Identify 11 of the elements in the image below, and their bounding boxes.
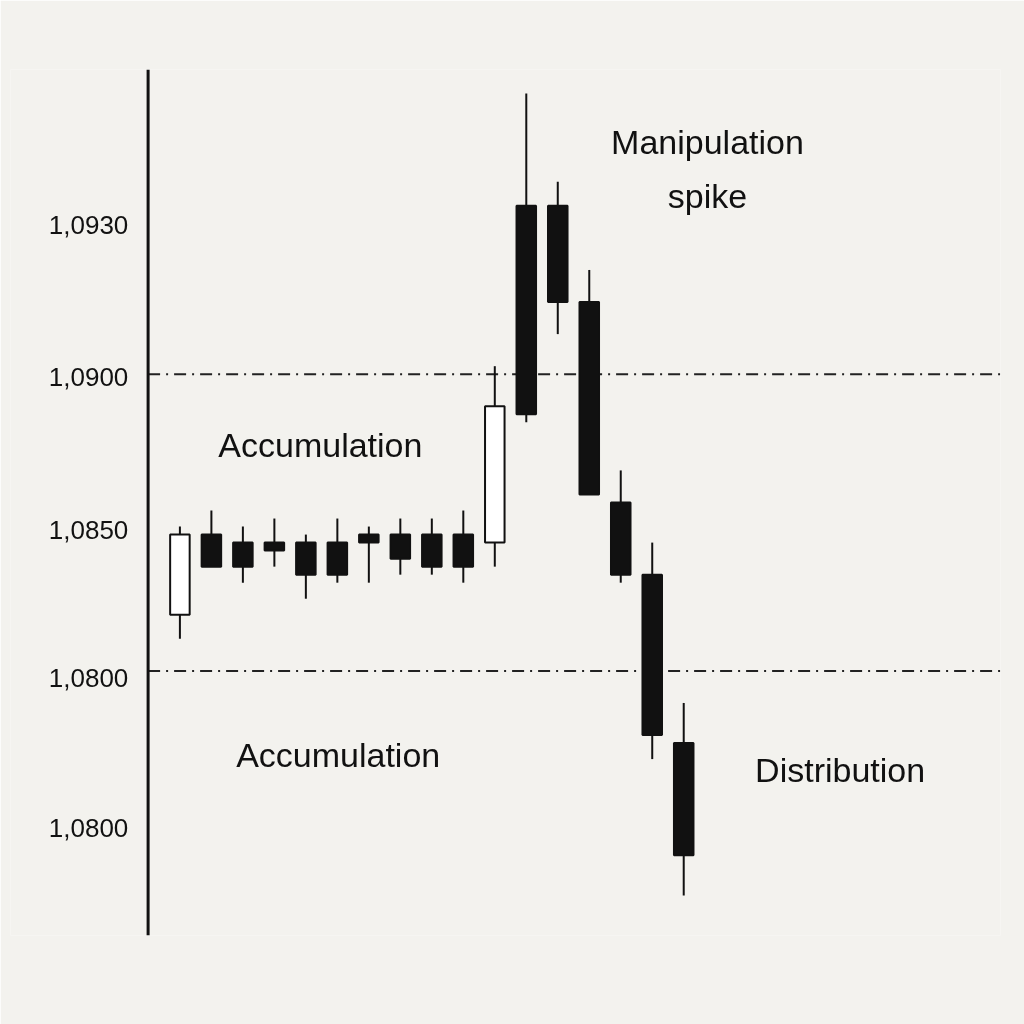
text: Distribution bbox=[755, 751, 926, 790]
candlestick bbox=[358, 525, 380, 584]
annotation: Accumulation bbox=[236, 736, 441, 775]
text: 1,0900 bbox=[48, 361, 129, 392]
annotation: Manipulation spike bbox=[611, 123, 804, 215]
text: 1,0850 bbox=[48, 515, 129, 546]
text: 1,0800 bbox=[48, 663, 129, 694]
candlestick bbox=[263, 517, 286, 568]
text: 1,0930 bbox=[48, 210, 129, 241]
annotation: Accumulation bbox=[218, 426, 423, 465]
text: 1,0800 bbox=[48, 813, 129, 844]
